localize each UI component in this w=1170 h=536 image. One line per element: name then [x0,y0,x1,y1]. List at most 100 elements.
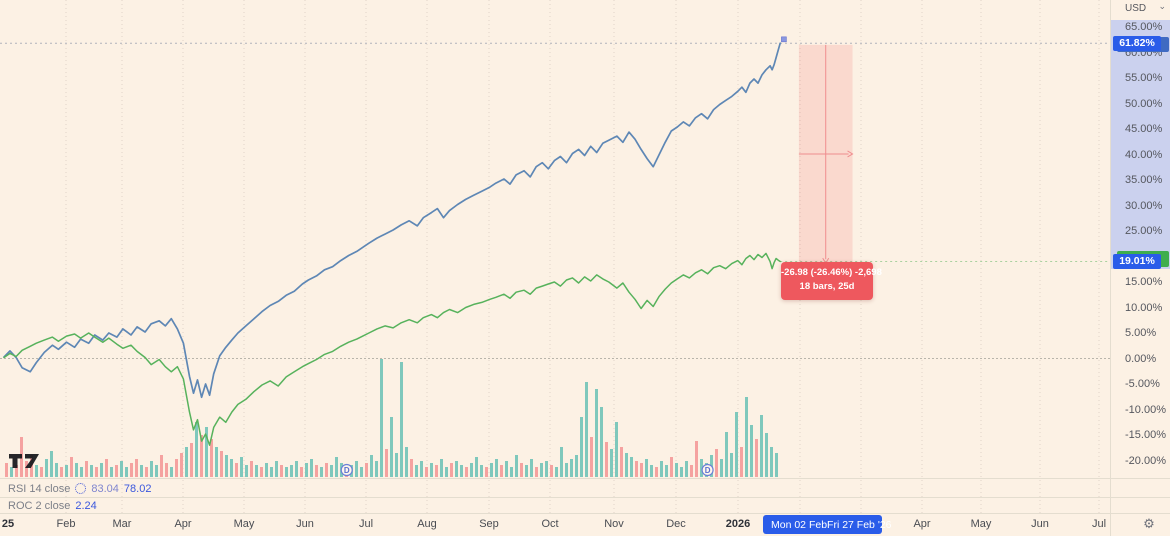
volume-bar-down [190,443,193,477]
volume-bar-up [305,463,308,477]
volume-bar-down [70,457,73,477]
price-tick-label: -20.00% [1125,454,1166,467]
price-axis[interactable]: USD ⌄ 65.00% 60.00% 55.00% 50.00% 45.00% 40.0… [1111,0,1170,513]
volume-bar-down [210,439,213,477]
measure-right-arrow-icon [847,150,854,158]
volume-bar-down [670,457,673,477]
volume-bar-down [655,467,658,477]
volume-bar-up [575,455,578,477]
axis-divider [0,513,1170,514]
price-tick-label: 35.00% [1125,174,1163,186]
volume-bar-down [325,463,328,477]
dividend-marker-icon [701,463,714,477]
time-tick-label: Mar [112,518,132,530]
volume-bar-up [665,465,668,477]
volume-bar-up [460,465,463,477]
time-tick-label: Jul [1091,518,1107,530]
volume-bar-up [585,382,588,477]
volume-bar-up [125,467,128,477]
volume-bar-up [530,459,533,477]
volume-bar-up [630,457,633,477]
time-tick-label: 2026 [725,518,751,530]
time-axis[interactable]: 25 Feb Mar Apr May Jun Jul Aug Sep Oct Nov Dec 2026 A… [0,514,1170,536]
volume-bar-up [515,455,518,477]
volume-bar-down [550,465,553,477]
volume-bar-up [50,451,53,477]
roc-label: ROC 2 close [8,500,71,512]
volume-bar-up [110,467,113,477]
volume-bar-up [100,463,103,477]
volume-bar-down [465,467,468,477]
volume-bar-down [235,463,238,477]
volume-bar-down [535,467,538,477]
roc-indicator-legend[interactable]: ROC 2 close 2.24 [8,499,97,513]
measure-tooltip: -26.98 (-26.46%) -2,698 18 bars, 25d [781,262,882,300]
volume-bar-up [730,453,733,477]
time-tick-label: Oct [541,518,559,530]
volume-bar-up [565,463,568,477]
volume-bar-up [285,467,288,477]
price-axis-highlight [1111,20,1170,269]
volume-bar-up [615,422,618,477]
volume-bar-up [455,461,458,477]
volume-bar-up [395,453,398,477]
time-tick-label: Sep [479,518,499,530]
measure-price-label-top: 61.82% [1113,35,1161,51]
volume-bar-down [160,455,163,477]
volume-bar-up [75,463,78,477]
volume-bar-up [560,447,563,477]
volume-bar-down [165,463,168,477]
measure-handle [781,36,787,43]
currency-selector[interactable]: USD ⌄ [1111,1,1170,18]
price-tick-label: 30.00% [1125,199,1163,212]
volume-bar-up [90,465,93,477]
volume-bar-down [435,465,438,477]
measure-change-text: -26.98 (-26.46%) -2,698 [781,267,882,278]
volume-bar-up [735,412,738,477]
volume-bar-down [260,467,263,477]
price-tick-label: 55.00% [1125,72,1163,84]
volume-bar-up [270,467,273,477]
volume-bar-down [500,465,503,477]
volume-bar-up [335,457,338,477]
volume-bar-up [525,465,528,477]
volume-bar-down [220,451,223,477]
rsi-indicator-legend[interactable]: RSI 14 close 83.04 78.02 [8,481,151,496]
volume-bar-up [610,449,613,477]
volume-bar-down [385,449,388,477]
volume-bar-up [770,447,773,477]
volume-bar-down [695,441,698,477]
pane-divider[interactable] [0,497,1170,498]
volume-bar-up [185,447,188,477]
volume-bar-down [740,447,743,477]
volume-bar-down [40,467,43,477]
price-tick-label: 65.00% [1125,21,1163,33]
volume-bar-down [520,463,523,477]
volume-bar-up [255,465,258,477]
volume-bar-down [130,463,133,477]
volume-bar-up [505,461,508,477]
volume-bar-up [440,459,443,477]
volume-bar-down [450,463,453,477]
volume-bar-up [600,407,603,477]
volume-bar-up [195,422,198,477]
measure-start-date: Mon 02 Feb [771,518,828,531]
volume-bar-up [765,433,768,477]
volume-bar-up [10,467,13,477]
tradingview-logo-icon[interactable] [8,452,44,470]
volume-bar-down [175,459,178,477]
volume-bar-up [390,417,393,477]
time-tick-label: Nov [604,518,624,530]
volume-bar-down [485,467,488,477]
measure-bars-text: 18 bars, 25d [799,281,855,292]
gear-icon[interactable]: ⚙ [1143,516,1155,531]
volume-bar-up [415,465,418,477]
volume-bar-down [425,467,428,477]
pane-divider[interactable] [0,478,1170,479]
measure-end-date: Fri 27 Feb '26 [827,518,892,531]
dividend-marker-letter: D [344,466,350,475]
volume-bar-up [445,467,448,477]
volume-bar-up [400,362,403,477]
price-tick-label: 5.00% [1125,327,1157,339]
